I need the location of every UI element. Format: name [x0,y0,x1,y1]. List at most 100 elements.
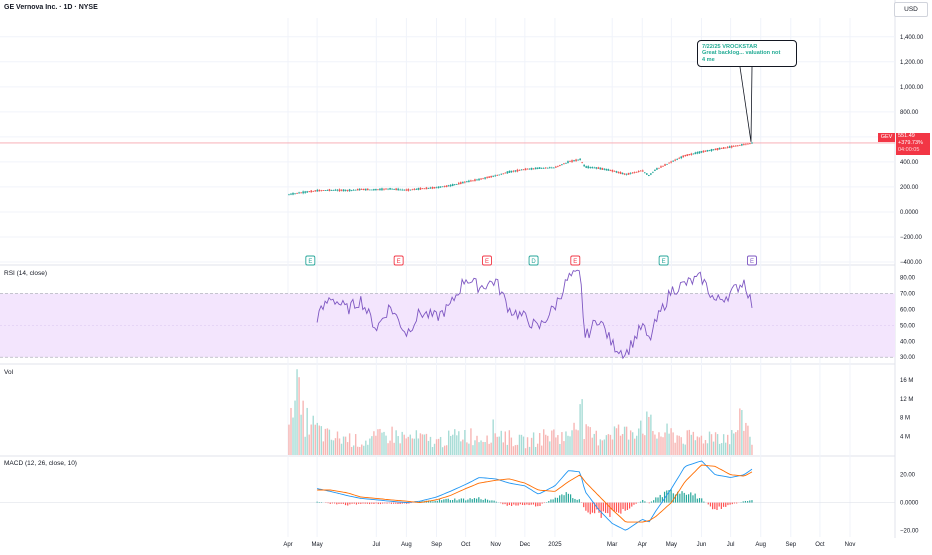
volume-bar[interactable] [397,436,398,455]
macd-histogram-bar[interactable] [469,498,470,502]
macd-histogram-bar[interactable] [725,503,726,507]
volume-bar[interactable] [468,444,469,455]
macd-histogram-bar[interactable] [616,503,617,512]
volume-bar[interactable] [602,440,603,455]
macd-histogram-bar[interactable] [622,503,623,509]
macd-histogram-bar[interactable] [651,502,652,503]
volume-bar[interactable] [523,437,524,455]
volume-bar[interactable] [341,444,342,455]
price-candle[interactable] [454,184,456,185]
price-candle[interactable] [505,173,507,174]
price-candle[interactable] [565,163,567,164]
volume-bar[interactable] [507,445,508,455]
volume-bar[interactable] [339,438,340,455]
macd-histogram-bar[interactable] [727,503,728,506]
price-candle[interactable] [420,188,422,190]
volume-bar[interactable] [367,445,368,455]
volume-bar[interactable] [547,436,548,455]
volume-bar[interactable] [383,432,384,455]
macd-histogram-bar[interactable] [692,495,693,502]
volume-bar[interactable] [325,429,326,455]
volume-bar[interactable] [317,423,318,455]
volume-bar[interactable] [480,440,481,455]
macd-histogram-bar[interactable] [563,495,564,502]
macd-histogram-bar[interactable] [660,495,661,503]
price-candle[interactable] [300,193,302,194]
volume-bar[interactable] [606,435,607,455]
volume-bar[interactable] [658,432,659,455]
volume-bar[interactable] [731,430,732,455]
volume-bar[interactable] [525,448,526,455]
volume-bar[interactable] [494,433,495,455]
price-candle[interactable] [632,172,634,173]
volume-bar[interactable] [488,444,489,455]
price-candle[interactable] [686,154,688,156]
volume-bar[interactable] [327,428,328,455]
volume-bar[interactable] [290,408,291,455]
price-candle[interactable] [426,187,428,189]
macd-histogram-bar[interactable] [520,503,521,505]
macd-histogram-bar[interactable] [568,494,569,503]
price-candle[interactable] [593,168,595,169]
price-candle[interactable] [693,154,695,155]
price-candle[interactable] [529,168,531,169]
price-candle[interactable] [367,189,369,190]
volume-bar[interactable] [594,434,595,455]
price-candle[interactable] [515,170,517,171]
price-candle[interactable] [602,168,604,170]
macd-histogram-bar[interactable] [439,499,440,502]
macd-histogram-bar[interactable] [710,503,711,507]
macd-histogram-bar[interactable] [317,502,318,503]
macd-histogram-bar[interactable] [397,503,398,504]
macd-histogram-bar[interactable] [747,501,748,502]
macd-histogram-bar[interactable] [649,503,650,504]
price-candle[interactable] [650,173,652,174]
price-candle[interactable] [373,189,375,190]
price-candle[interactable] [308,191,310,192]
volume-bar[interactable] [638,428,639,455]
macd-histogram-bar[interactable] [627,503,628,510]
price-candle[interactable] [691,154,693,155]
macd-histogram-bar[interactable] [745,501,746,503]
volume-bar[interactable] [743,431,744,455]
macd-histogram-bar[interactable] [402,503,403,504]
volume-bar[interactable] [503,442,504,455]
volume-bar[interactable] [472,445,473,455]
price-candle[interactable] [353,190,355,191]
price-candle[interactable] [553,168,555,169]
volume-bar[interactable] [577,430,578,455]
macd-histogram-bar[interactable] [356,503,357,505]
volume-bar[interactable] [571,430,572,455]
volume-bar[interactable] [622,434,623,455]
volume-bar[interactable] [448,431,449,455]
volume-bar[interactable] [713,442,714,455]
macd-histogram-bar[interactable] [620,503,621,514]
price-candle[interactable] [642,170,644,171]
price-candle[interactable] [502,173,504,174]
volume-bar[interactable] [404,435,405,455]
price-candle[interactable] [444,186,446,187]
volume-bar[interactable] [689,430,690,455]
volume-bar[interactable] [747,426,748,455]
price-candle[interactable] [349,189,351,191]
price-candle[interactable] [470,180,472,181]
macd-histogram-bar[interactable] [327,503,328,504]
volume-bar[interactable] [749,437,750,455]
price-candle[interactable] [401,190,403,191]
price-candle[interactable] [310,190,312,192]
volume-bar[interactable] [375,436,376,455]
volume-bar[interactable] [648,417,649,455]
volume-bar[interactable] [385,436,386,455]
macd-histogram-bar[interactable] [467,500,468,503]
volume-bar[interactable] [711,434,712,455]
macd-histogram-bar[interactable] [605,503,606,513]
volume-bar[interactable] [628,440,629,455]
volume-bar[interactable] [408,437,409,455]
volume-bar[interactable] [511,438,512,455]
price-candle[interactable] [701,151,703,153]
macd-histogram-bar[interactable] [603,503,604,512]
macd-histogram-bar[interactable] [749,500,750,502]
macd-histogram-bar[interactable] [386,503,387,504]
macd-histogram-bar[interactable] [334,503,335,504]
